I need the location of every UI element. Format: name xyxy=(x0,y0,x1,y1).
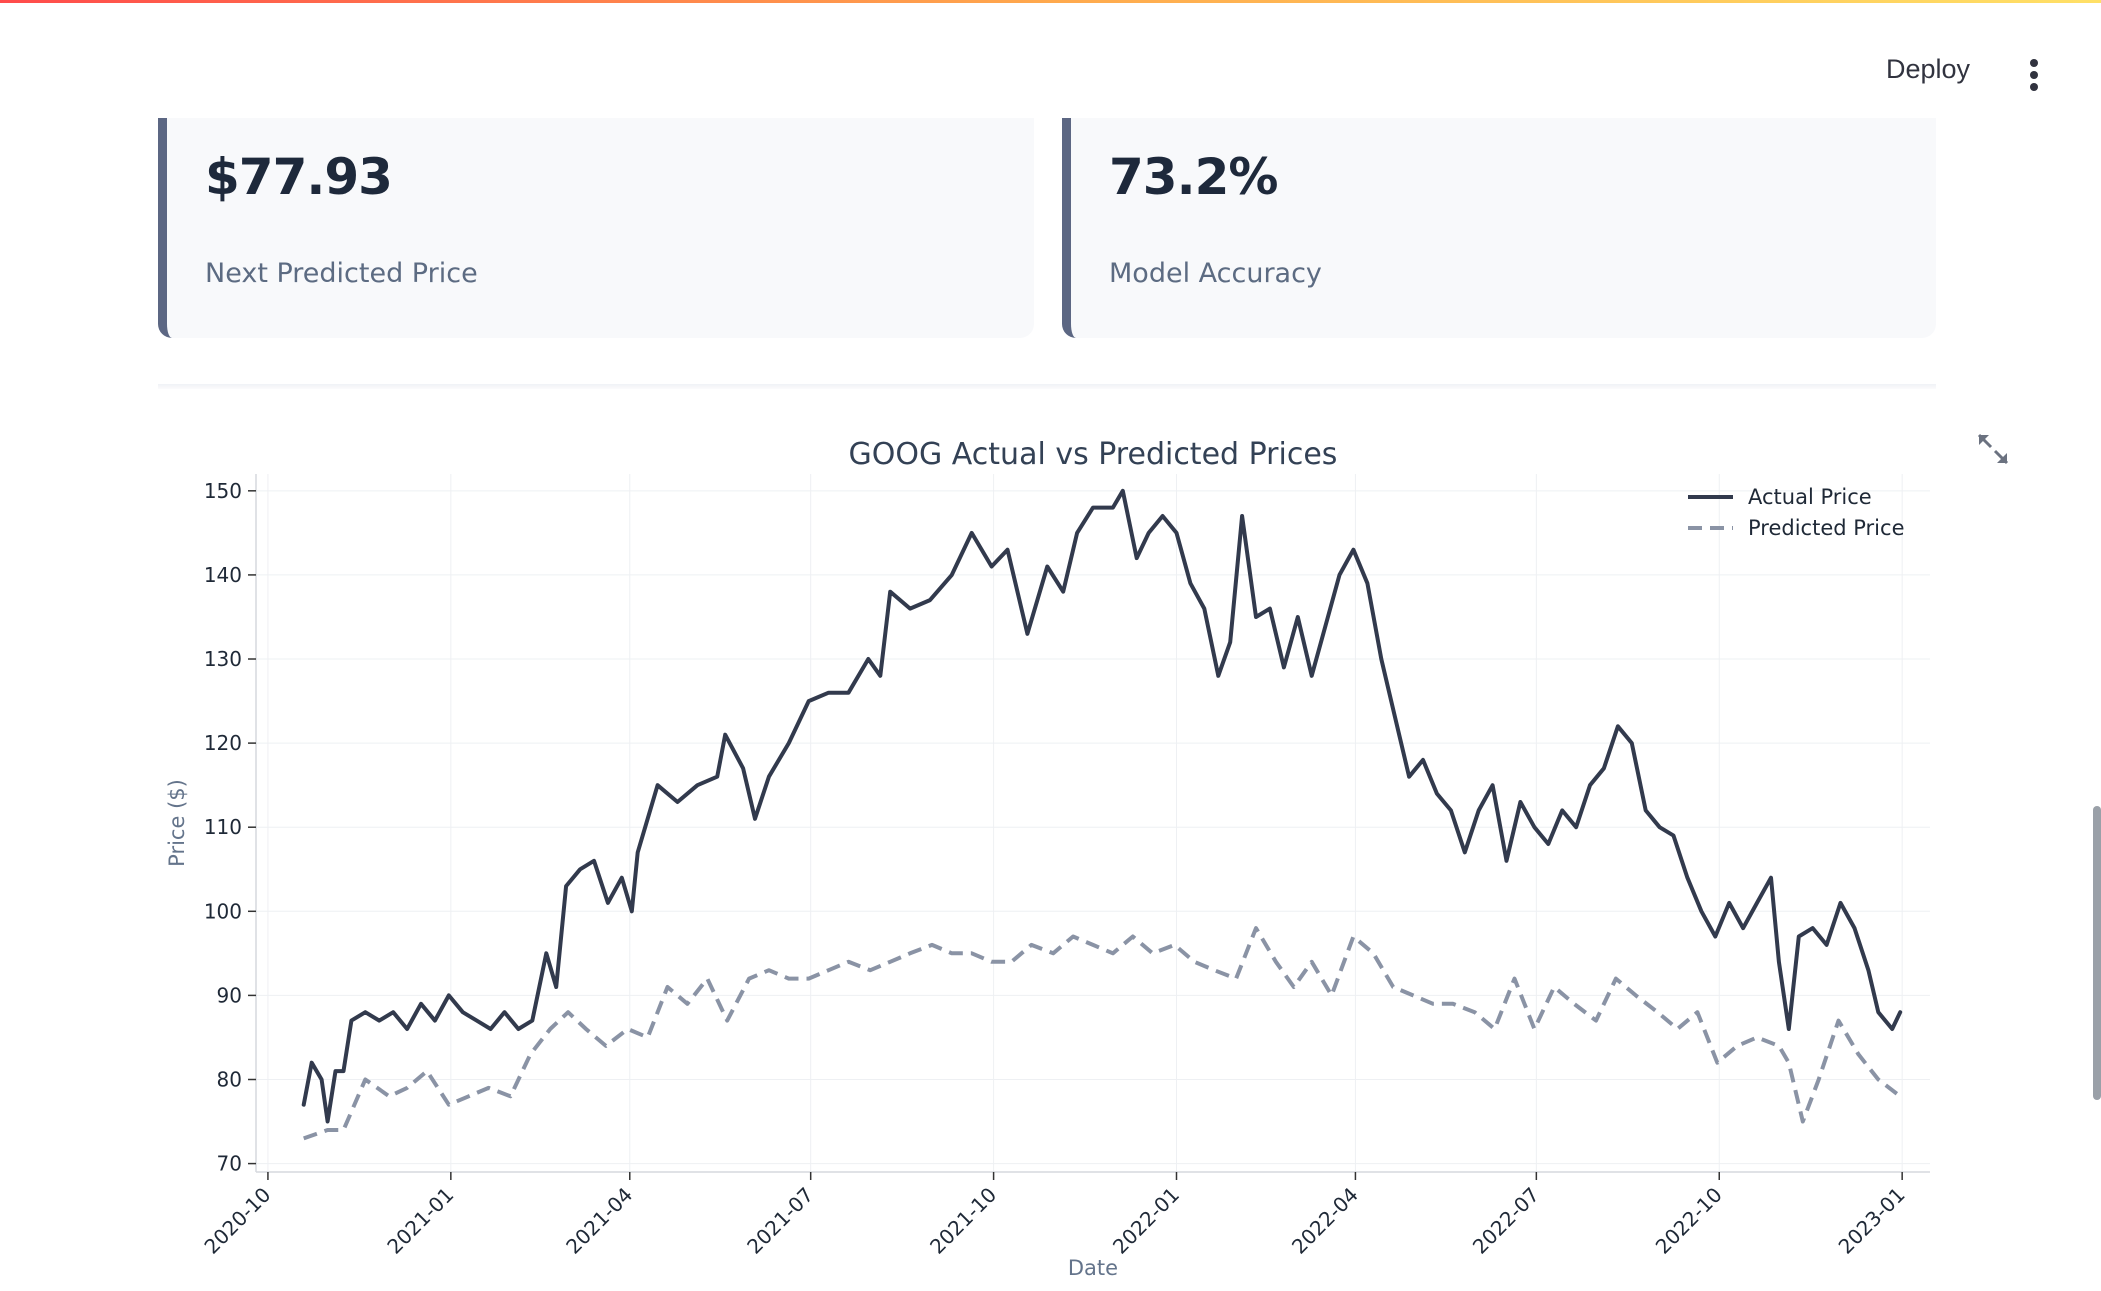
chart-svg: 70 80 90 100 110 120 130 140 150 2020-10 2021-01 20… xyxy=(165,437,1930,1280)
y-tick-label: 100 xyxy=(204,899,242,923)
chart-title: GOOG Actual vs Predicted Prices xyxy=(849,437,1338,472)
y-tick-label: 150 xyxy=(204,479,242,503)
x-tick-label: 2021-07 xyxy=(742,1183,818,1259)
y-tick-label: 130 xyxy=(204,647,242,671)
metric-value: 73.2% xyxy=(1109,148,1278,206)
x-tick-label: 2023-01 xyxy=(1834,1183,1910,1259)
x-tick-label: 2021-04 xyxy=(561,1183,637,1259)
y-tick-label: 90 xyxy=(217,983,242,1007)
deploy-button[interactable]: Deploy xyxy=(1886,54,1971,84)
actual-price-line xyxy=(301,488,1903,1124)
y-tick-label: 70 xyxy=(217,1152,242,1176)
y-tick-label: 120 xyxy=(204,731,242,755)
y-axis-label: Price ($) xyxy=(165,779,189,867)
y-tick-label: 80 xyxy=(217,1067,242,1091)
x-tick-label: 2022-04 xyxy=(1287,1183,1363,1259)
app-header: Deploy xyxy=(0,3,2101,113)
x-tick-label: 2021-01 xyxy=(382,1183,458,1259)
x-tick-label: 2021-10 xyxy=(925,1183,1001,1259)
x-tick-label: 2020-10 xyxy=(199,1183,275,1259)
x-axis-label: Date xyxy=(1068,1256,1118,1280)
section-divider xyxy=(158,384,1936,389)
predicted-price-line xyxy=(303,926,1902,1141)
fullscreen-expand-icon[interactable] xyxy=(1976,432,2010,466)
legend-label: Actual Price xyxy=(1748,485,1872,509)
y-tick-label: 140 xyxy=(204,563,242,587)
metric-value: $77.93 xyxy=(205,148,393,206)
top-decoration-bar xyxy=(0,0,2101,3)
page-scrollbar[interactable] xyxy=(2093,806,2101,1100)
y-tick-label: 110 xyxy=(204,815,242,839)
metric-label: Next Predicted Price xyxy=(205,258,478,289)
x-tick-label: 2022-01 xyxy=(1108,1183,1184,1259)
metric-label: Model Accuracy xyxy=(1109,258,1322,289)
metric-card-next-price: $77.93 Next Predicted Price xyxy=(158,118,1034,338)
legend-label: Predicted Price xyxy=(1748,516,1905,540)
price-chart: 70 80 90 100 110 120 130 140 150 2020-10 2021-01 20… xyxy=(158,418,1948,1291)
x-tick-label: 2022-07 xyxy=(1468,1183,1544,1259)
x-tick-label: 2022-10 xyxy=(1651,1183,1727,1259)
metric-card-model-accuracy: 73.2% Model Accuracy xyxy=(1062,118,1936,338)
vertical-dots-icon[interactable] xyxy=(2014,51,2054,91)
